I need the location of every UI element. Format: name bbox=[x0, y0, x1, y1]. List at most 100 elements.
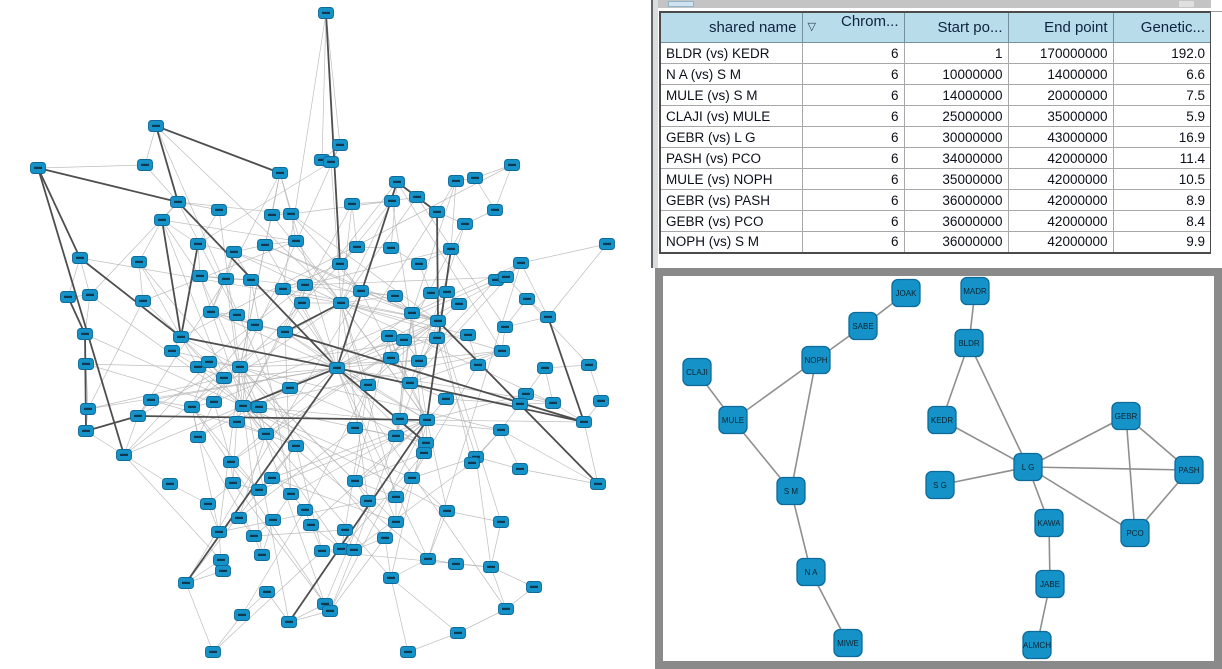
network-edge[interactable] bbox=[407, 632, 459, 653]
column-header-3[interactable]: End point bbox=[1008, 12, 1114, 43]
table-cell[interactable]: CLAJI (vs) MULE bbox=[659, 105, 803, 127]
column-header-2[interactable]: Start po... bbox=[904, 12, 1009, 43]
network-edge[interactable] bbox=[177, 201, 238, 316]
network-edge[interactable] bbox=[191, 406, 260, 491]
network-edge[interactable] bbox=[790, 359, 817, 492]
network-edge[interactable] bbox=[340, 452, 425, 550]
network-edge[interactable] bbox=[161, 219, 225, 379]
table-cell[interactable]: 6 bbox=[801, 147, 905, 169]
network-edge[interactable] bbox=[340, 203, 353, 304]
network-edge[interactable] bbox=[304, 276, 507, 286]
network-edge[interactable] bbox=[390, 181, 398, 249]
network-edge-highlighted[interactable] bbox=[37, 167, 81, 259]
table-cell[interactable]: 6.6 bbox=[1112, 63, 1212, 85]
table-row[interactable]: CLAJI (vs) MULE 6 25000000 35000000 5.9 bbox=[659, 105, 1212, 127]
table-cell[interactable]: 35000000 bbox=[903, 168, 1009, 190]
network-edge[interactable] bbox=[85, 363, 199, 368]
network-edge[interactable] bbox=[238, 433, 267, 519]
table-cell[interactable]: GEBR (vs) PASH bbox=[659, 189, 803, 211]
network-edge-highlighted[interactable] bbox=[436, 211, 439, 322]
network-edge[interactable] bbox=[445, 398, 521, 405]
table-row[interactable]: NOPH (vs) S M 6 36000000 42000000 9.9 bbox=[659, 231, 1212, 253]
network-edge[interactable] bbox=[475, 456, 492, 568]
network-edge[interactable] bbox=[138, 261, 260, 408]
network-edge-highlighted[interactable] bbox=[161, 219, 182, 338]
network-edge[interactable] bbox=[37, 164, 146, 169]
network-edge[interactable] bbox=[490, 521, 502, 568]
network-node-pash[interactable] bbox=[1174, 455, 1204, 485]
network-edge[interactable] bbox=[426, 419, 585, 423]
network-node-l-g[interactable] bbox=[1013, 452, 1043, 482]
table-cell[interactable]: 14000000 bbox=[903, 84, 1009, 106]
network-edge[interactable] bbox=[199, 275, 260, 408]
network-edge-highlighted[interactable] bbox=[288, 419, 428, 623]
table-cell[interactable]: 192.0 bbox=[1112, 42, 1212, 64]
network-edge-highlighted[interactable] bbox=[137, 415, 428, 421]
table-row[interactable]: MULE (vs) S M 6 14000000 20000000 7.5 bbox=[659, 84, 1212, 106]
network-edge[interactable] bbox=[295, 240, 428, 421]
network-edge[interactable] bbox=[426, 419, 448, 512]
network-edge[interactable] bbox=[519, 468, 599, 485]
network-edge[interactable] bbox=[242, 405, 448, 512]
scrollbar-button[interactable] bbox=[1179, 1, 1194, 7]
network-node-bldr[interactable] bbox=[954, 328, 984, 358]
network-edge[interactable] bbox=[67, 257, 81, 298]
table-row[interactable]: PASH (vs) PCO 6 34000000 42000000 11.4 bbox=[659, 147, 1212, 169]
network-edge[interactable] bbox=[340, 302, 397, 498]
table-cell[interactable]: 35000000 bbox=[1007, 105, 1114, 127]
network-edge[interactable] bbox=[218, 500, 369, 533]
network-edge[interactable] bbox=[360, 290, 439, 322]
network-edge[interactable] bbox=[450, 180, 457, 250]
network-edge[interactable] bbox=[212, 550, 323, 653]
network-edge[interactable] bbox=[520, 243, 608, 264]
network-edge[interactable] bbox=[290, 419, 428, 495]
network-edge[interactable] bbox=[230, 367, 338, 463]
network-node-s-m[interactable] bbox=[776, 476, 806, 506]
network-edge[interactable] bbox=[241, 509, 306, 616]
network-edge[interactable] bbox=[340, 302, 503, 352]
network-edge[interactable] bbox=[321, 12, 327, 161]
network-edge-highlighted[interactable] bbox=[284, 331, 585, 423]
network-edge-highlighted[interactable] bbox=[37, 167, 179, 203]
network-edge-highlighted[interactable] bbox=[185, 367, 338, 584]
table-cell[interactable]: 34000000 bbox=[903, 147, 1009, 169]
network-edge[interactable] bbox=[87, 300, 144, 410]
table-cell[interactable]: 9.9 bbox=[1112, 231, 1212, 253]
table-cell[interactable]: 20000000 bbox=[1007, 84, 1114, 106]
table-cell[interactable]: 36000000 bbox=[903, 189, 1009, 211]
table-cell[interactable]: 6 bbox=[801, 105, 905, 127]
network-edge[interactable] bbox=[197, 161, 332, 245]
network-edge[interactable] bbox=[242, 405, 502, 431]
network-edge[interactable] bbox=[353, 462, 473, 551]
scrollbar-thumb[interactable] bbox=[668, 1, 694, 7]
table-cell[interactable]: 7.5 bbox=[1112, 84, 1212, 106]
network-edge-highlighted[interactable] bbox=[336, 367, 427, 444]
network-edge[interactable] bbox=[284, 331, 428, 421]
table-cell[interactable]: 10.5 bbox=[1112, 168, 1212, 190]
network-edge[interactable] bbox=[253, 529, 346, 537]
network-edge[interactable] bbox=[336, 367, 429, 560]
table-cell[interactable]: 14000000 bbox=[1007, 63, 1114, 85]
main-network-panel[interactable] bbox=[0, 0, 651, 669]
table-cell[interactable]: 42000000 bbox=[1007, 210, 1114, 232]
table-cell[interactable]: 6 bbox=[801, 126, 905, 148]
network-edge[interactable] bbox=[137, 278, 227, 417]
table-cell[interactable]: 6 bbox=[801, 84, 905, 106]
network-edge[interactable] bbox=[437, 320, 502, 523]
table-cell[interactable]: 42000000 bbox=[1007, 147, 1114, 169]
table-cell[interactable]: 42000000 bbox=[1007, 168, 1114, 190]
network-edge[interactable] bbox=[79, 257, 342, 304]
network-edge[interactable] bbox=[416, 196, 506, 328]
network-edge[interactable] bbox=[185, 582, 214, 653]
network-edge[interactable] bbox=[500, 429, 521, 470]
network-edge[interactable] bbox=[500, 429, 599, 485]
table-cell[interactable]: N A (vs) S M bbox=[659, 63, 803, 85]
table-cell[interactable]: 42000000 bbox=[1007, 189, 1114, 211]
network-edge[interactable] bbox=[271, 214, 342, 304]
network-edge[interactable] bbox=[191, 302, 342, 408]
table-cell[interactable]: 30000000 bbox=[903, 126, 1009, 148]
network-edge-highlighted[interactable] bbox=[79, 257, 182, 338]
network-edge[interactable] bbox=[264, 244, 413, 314]
table-row[interactable]: MULE (vs) NOPH 6 35000000 42000000 10.5 bbox=[659, 168, 1212, 190]
network-edge[interactable] bbox=[250, 279, 292, 495]
